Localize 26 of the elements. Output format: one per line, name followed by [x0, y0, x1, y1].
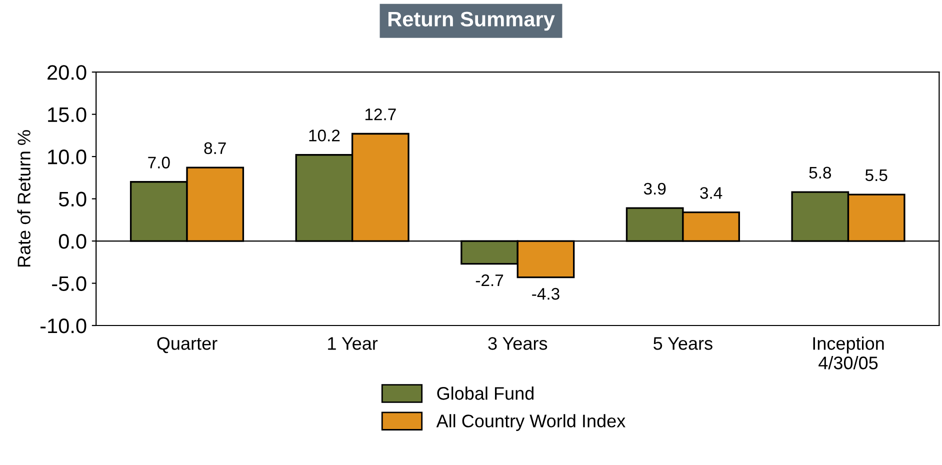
data-label: 8.7 [204, 142, 226, 154]
y-tick-label: 0.0 [58, 234, 86, 249]
y-axis-title: Rate of Return % [17, 130, 30, 267]
data-label: 5.5 [865, 170, 888, 182]
x-tick-label: Quarter [157, 337, 218, 354]
data-label: -4.3 [532, 288, 560, 300]
y-tick-label: 5.0 [58, 192, 86, 207]
data-label: 7.0 [148, 156, 170, 168]
y-tick-label: -10.0 [40, 318, 86, 334]
data-label: 3.4 [700, 187, 722, 199]
legend-label: All Country World Index [436, 414, 626, 431]
y-tick-label: 15.0 [48, 107, 86, 122]
data-label: 5.8 [809, 166, 832, 179]
chart-title: Return Summary [388, 12, 555, 31]
x-tick-label: 1 Year [328, 337, 378, 350]
x-tick-label: Inception 4/30/05 [813, 336, 884, 370]
legend-label: Global Fund [437, 386, 534, 400]
y-tick-label: 10.0 [48, 150, 86, 164]
data-label: -2.7 [476, 274, 504, 286]
y-tick-label: 20.0 [48, 65, 86, 80]
data-label: 10.2 [309, 130, 340, 142]
x-tick-label: 3 Years [488, 337, 548, 350]
data-label: 3.9 [644, 182, 666, 195]
y-tick-label: -5.0 [52, 276, 86, 292]
data-label: 12.7 [365, 108, 396, 120]
x-tick-label: 5 Years [654, 337, 712, 350]
